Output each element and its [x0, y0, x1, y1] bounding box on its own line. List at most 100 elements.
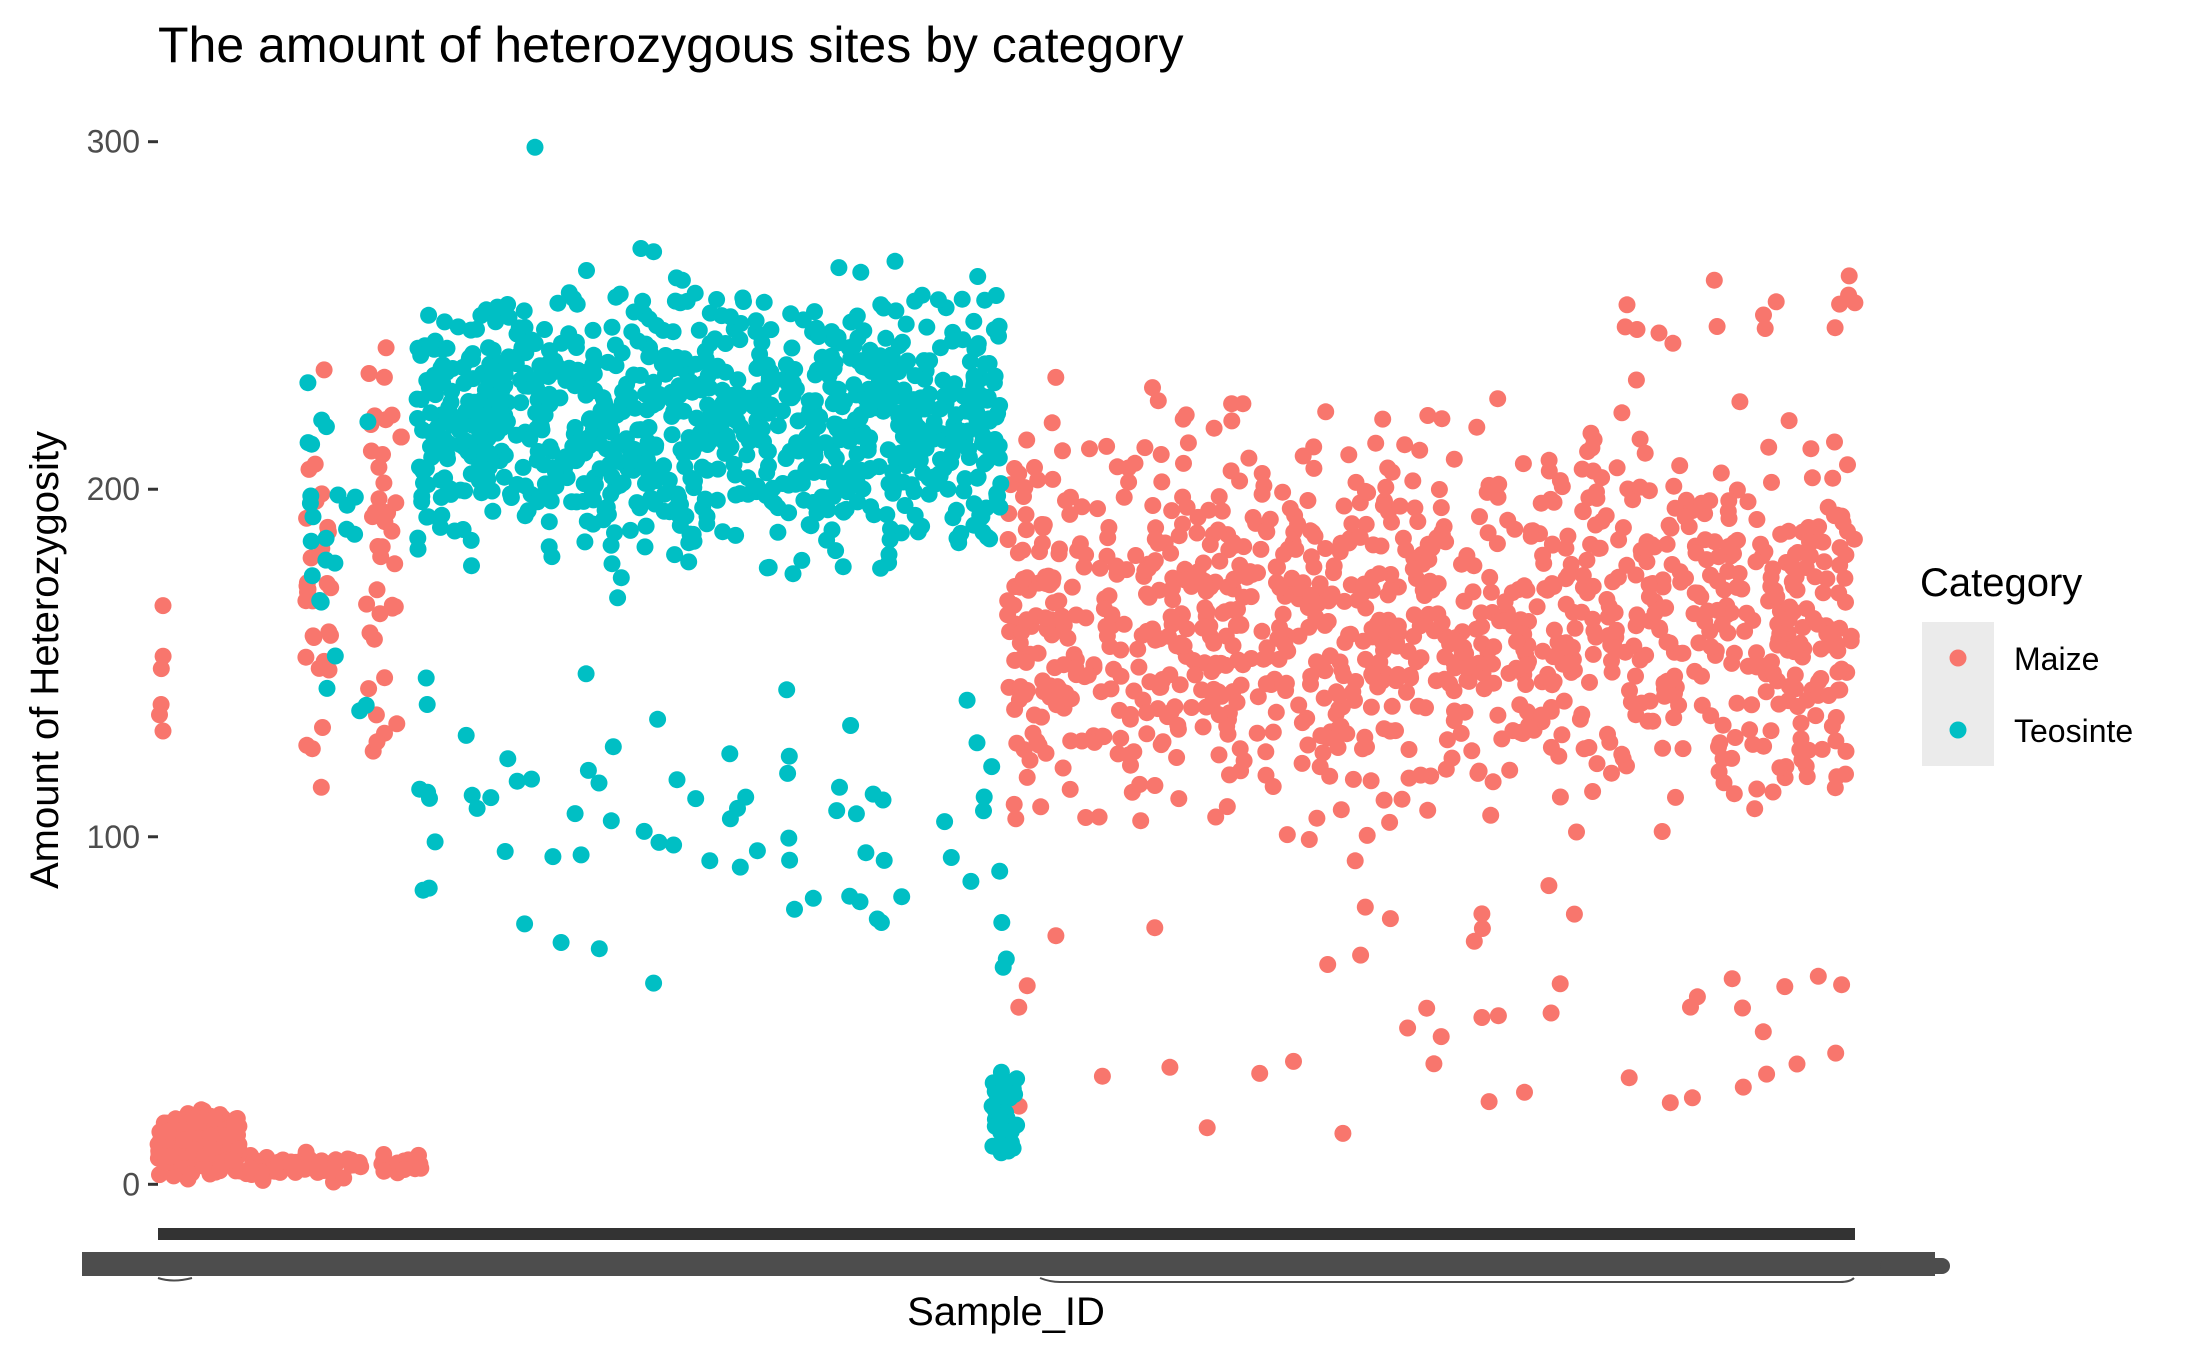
data-point-maize [1210, 746, 1228, 764]
data-point-maize [1762, 568, 1780, 586]
data-point-teosinte [577, 665, 595, 683]
data-point-maize [395, 1161, 413, 1178]
data-point-maize [1210, 488, 1228, 506]
data-point-maize [360, 365, 378, 382]
data-point-maize [1418, 999, 1436, 1017]
data-point-maize [1276, 636, 1294, 654]
data-point-teosinte [988, 485, 1006, 503]
data-point-maize [1446, 702, 1463, 720]
data-point-maize [1689, 584, 1707, 602]
data-point-teosinte [698, 507, 716, 525]
data-point-teosinte [955, 482, 973, 500]
data-point-maize [1325, 557, 1343, 575]
data-point-maize [1809, 967, 1827, 985]
data-point-teosinte [698, 461, 716, 479]
data-point-maize [1018, 977, 1036, 995]
data-point-maize [1251, 1064, 1269, 1082]
data-point-teosinte [991, 862, 1009, 880]
data-point-maize [1568, 823, 1585, 841]
data-point-teosinte [586, 476, 604, 494]
data-point-teosinte [303, 567, 321, 585]
y-tick-label: 200 [87, 471, 140, 507]
data-point-maize [1152, 446, 1170, 463]
data-point-maize [152, 660, 170, 678]
data-point-teosinte [1002, 1123, 1020, 1140]
data-point-maize [1639, 712, 1657, 730]
data-point-maize [1183, 699, 1201, 716]
data-point-teosinte [969, 268, 987, 285]
data-point-teosinte [642, 489, 660, 507]
data-point-teosinte [890, 407, 908, 425]
data-point-maize [1719, 538, 1737, 556]
data-point-maize [1201, 536, 1219, 554]
data-point-teosinte [987, 287, 1005, 304]
data-point-maize [1054, 759, 1072, 777]
data-point-maize [1008, 734, 1026, 752]
data-point-maize [1674, 740, 1692, 758]
legend-dot-maize [1949, 649, 1967, 667]
data-point-teosinte [848, 445, 866, 463]
data-point-maize [297, 648, 315, 666]
data-point-maize [1315, 689, 1333, 707]
data-point-maize [1017, 521, 1035, 539]
data-point-maize [1257, 743, 1275, 761]
data-point-teosinte [438, 485, 456, 503]
data-point-maize [1464, 583, 1482, 601]
data-point-maize [1553, 726, 1571, 744]
data-point-maize [1047, 368, 1065, 386]
data-point-teosinte [420, 879, 438, 897]
data-point-teosinte [604, 738, 622, 756]
data-point-maize [1702, 707, 1720, 725]
data-point-teosinte [883, 362, 901, 380]
data-point-teosinte [987, 444, 1005, 462]
data-point-teosinte [421, 789, 438, 807]
data-point-teosinte [599, 353, 617, 371]
data-point-maize [1412, 766, 1430, 784]
data-point-maize [1213, 502, 1231, 520]
data-point-maize [1018, 682, 1036, 699]
data-point-teosinte [727, 526, 745, 544]
data-point-teosinte [880, 554, 898, 572]
data-point-teosinte [991, 397, 1009, 414]
data-point-maize [1371, 653, 1389, 671]
data-point-maize [370, 458, 388, 476]
data-point-maize [1176, 571, 1194, 589]
data-point-maize [1807, 707, 1825, 725]
data-point-maize [362, 442, 380, 460]
data-point-maize [1223, 395, 1241, 413]
data-point-teosinte [758, 464, 776, 482]
data-point-maize [1319, 956, 1337, 973]
data-point-teosinte [590, 774, 608, 792]
data-point-teosinte [484, 365, 502, 383]
data-point-maize [1705, 271, 1723, 289]
data-point-teosinte [508, 476, 526, 493]
data-point-maize [1230, 652, 1248, 670]
data-point-maize [1218, 798, 1236, 816]
data-point-maize [1636, 444, 1654, 462]
data-point-teosinte [943, 445, 961, 463]
data-point-teosinte [696, 490, 714, 508]
data-point-teosinte [906, 292, 924, 310]
data-point-teosinte [454, 521, 472, 538]
data-point-maize [1514, 455, 1532, 473]
data-point-maize [1174, 410, 1192, 428]
data-point-maize [315, 361, 333, 379]
data-point-teosinte [668, 348, 686, 366]
data-point-maize [1763, 653, 1780, 671]
data-point-teosinte [816, 363, 834, 380]
data-point-teosinte [845, 376, 863, 394]
data-point-maize [1559, 527, 1577, 545]
data-point-maize [1660, 516, 1678, 534]
data-point-maize [1160, 627, 1177, 645]
data-point-teosinte [597, 440, 615, 458]
data-point-maize [1186, 666, 1204, 684]
data-point-maize [1747, 553, 1765, 571]
data-point-teosinte [834, 474, 852, 492]
data-point-maize [1588, 755, 1606, 773]
data-point-maize [1475, 680, 1493, 698]
data-point-teosinte [686, 284, 704, 302]
data-point-teosinte [894, 473, 912, 491]
data-point-maize [1618, 296, 1636, 314]
x-tick-labels-overflow [1880, 1258, 1950, 1274]
data-point-maize [1519, 703, 1536, 721]
